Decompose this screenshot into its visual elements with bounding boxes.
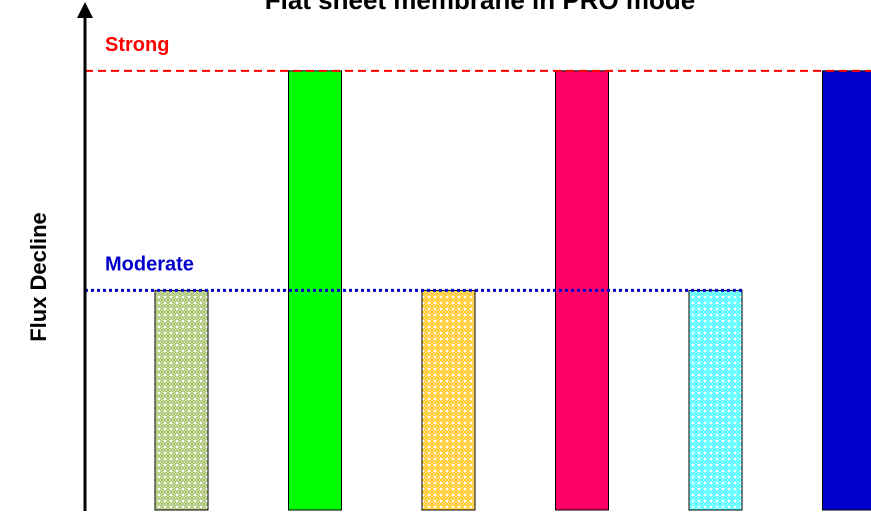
bar xyxy=(421,289,476,511)
y-axis-label: Flux Decline xyxy=(26,212,51,342)
bar xyxy=(154,289,209,511)
reference-label: Strong xyxy=(105,34,169,56)
reference-label: Moderate xyxy=(105,253,194,275)
chart-title: Flat sheet membrane in PRO mode xyxy=(265,0,696,15)
y-axis-arrow xyxy=(77,2,93,18)
bar xyxy=(822,70,871,511)
bar xyxy=(555,70,609,511)
bar xyxy=(688,289,743,511)
reference-lines: Strong Moderate xyxy=(85,34,871,292)
bars xyxy=(154,70,871,511)
